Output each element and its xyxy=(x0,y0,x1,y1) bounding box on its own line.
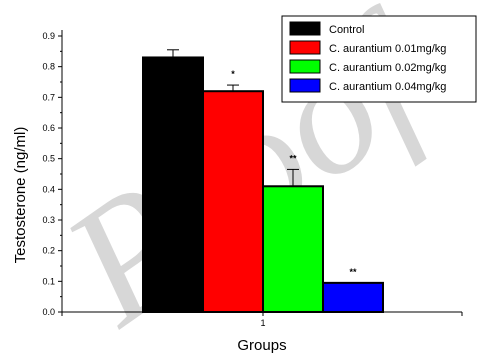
x-tick-label: 1 xyxy=(260,318,265,328)
y-tick-label: 0.2 xyxy=(42,246,55,256)
y-tick-label: 0.4 xyxy=(42,184,55,194)
y-tick-label: 0.1 xyxy=(42,276,55,286)
y-tick-label: 0.0 xyxy=(42,307,55,317)
significance-label-3: ** xyxy=(289,153,297,163)
x-axis-title: Groups xyxy=(237,337,286,353)
y-axis-title: Testosterone (ng/ml) xyxy=(12,127,29,264)
legend-label-4: C. aurantium 0.04mg/kg xyxy=(329,81,446,93)
bar-2 xyxy=(202,90,264,313)
bar-1 xyxy=(142,56,204,314)
axes: 0.0 0.1 0.2 0.3 0.4 0.5 0.6 0.7 0.8 0.9 1 xyxy=(42,30,463,328)
y-tick-label: 0.9 xyxy=(42,31,55,41)
legend: Control C. aurantium 0.01mg/kg C. aurantiu… xyxy=(281,15,477,103)
y-tick-label: 0.7 xyxy=(42,92,55,102)
legend-label-2: C. aurantium 0.01mg/kg xyxy=(329,43,446,55)
legend-label-1: Control xyxy=(329,24,364,36)
legend-label-3: C. aurantium 0.02mg/kg xyxy=(329,62,446,74)
bars: ***** xyxy=(142,49,384,314)
y-tick-label: 0.5 xyxy=(42,154,55,164)
legend-swatch-2 xyxy=(289,40,321,55)
legend-swatch-1 xyxy=(289,21,321,36)
y-tick-label: 0.8 xyxy=(42,62,55,72)
bar-4 xyxy=(322,281,384,314)
significance-label-4: ** xyxy=(349,267,357,277)
legend-swatch-4 xyxy=(289,78,321,93)
y-tick-label: 0.3 xyxy=(42,215,55,225)
significance-label-2: * xyxy=(231,69,235,79)
legend-swatch-3 xyxy=(289,59,321,74)
y-tick-label: 0.6 xyxy=(42,123,55,133)
bar-3 xyxy=(262,185,324,313)
